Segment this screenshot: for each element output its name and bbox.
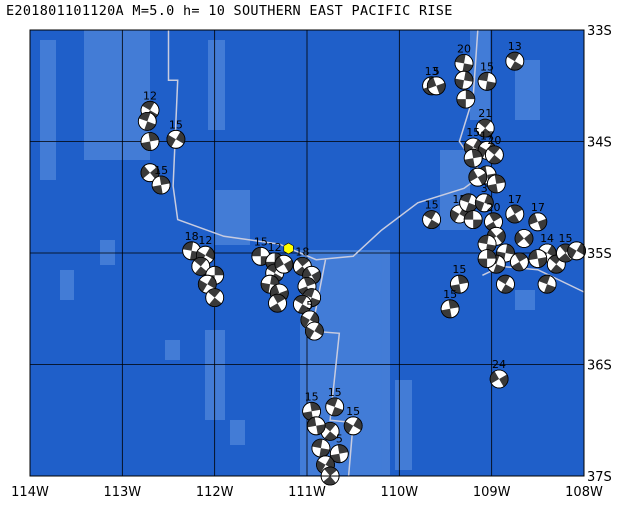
lat-tick-label: 37S xyxy=(587,470,612,485)
mechanism-label: 15 xyxy=(154,164,168,177)
focal-mechanism xyxy=(567,241,586,261)
lon-tick-label: 109W xyxy=(473,485,511,500)
focal-mechanism xyxy=(137,112,157,131)
focal-mechanism xyxy=(468,167,488,187)
focal-mechanism xyxy=(205,288,225,308)
focal-mechanism xyxy=(191,256,211,276)
mechanism-label: 12 xyxy=(268,241,282,254)
mechanism-label: 20 xyxy=(487,134,501,147)
mechanism-label: 12 xyxy=(198,234,212,247)
focal-mechanism xyxy=(304,321,324,341)
mechanism-label: 15 xyxy=(305,390,319,403)
mechanism-label: 5 xyxy=(433,65,440,78)
mechanism-label: 12 xyxy=(143,89,157,102)
focal-mechanism xyxy=(474,193,494,213)
mechanism-label: 18 xyxy=(295,245,309,258)
focal-mechanism xyxy=(505,51,525,71)
focal-mechanism xyxy=(251,246,271,266)
focal-mechanism xyxy=(484,212,503,232)
mechanism-label: 15 xyxy=(346,405,360,418)
mechanism-label: 15 xyxy=(559,232,573,245)
mechanism-label: 13 xyxy=(425,65,439,78)
focal-mechanism xyxy=(486,174,506,194)
epicenter-marker xyxy=(283,242,294,255)
mechanism-label: 15 xyxy=(466,126,480,139)
focal-mechanism xyxy=(510,252,529,272)
mechanism-label: 3 xyxy=(481,182,488,195)
map-frame xyxy=(29,29,585,477)
mechanism-label: 17 xyxy=(531,201,545,214)
tick-labels: 114W 113W 112W 111W 110W 109W 108W 33S 34S 35S 36S… xyxy=(11,24,612,500)
focal-mechanism xyxy=(320,421,340,441)
focal-mechanism xyxy=(274,254,294,274)
mechanism-label: 15 xyxy=(452,263,466,276)
focal-mechanism xyxy=(463,210,483,230)
focal-mechanism xyxy=(311,438,331,458)
focal-mechanism xyxy=(297,276,317,296)
lon-tick-label: 111W xyxy=(288,485,326,500)
focal-mechanism xyxy=(463,148,483,168)
mechanism-label: 20 xyxy=(487,201,501,214)
mechanism-label: 17 xyxy=(480,129,494,142)
focal-mechanism xyxy=(505,204,525,224)
mechanism-label: 17 xyxy=(508,193,522,206)
lon-tick-label: 110W xyxy=(380,485,418,500)
focal-mechanism xyxy=(292,294,312,314)
lat-tick-label: 34S xyxy=(587,136,612,151)
mechanism-label: 15 xyxy=(169,118,183,131)
focal-mechanism xyxy=(449,274,469,294)
focal-mechanism xyxy=(306,416,326,436)
lon-tick-label: 114W xyxy=(11,485,49,500)
focal-mechanism xyxy=(528,249,548,269)
focal-mechanism xyxy=(329,444,349,464)
mechanism-label: 15 xyxy=(425,199,439,212)
focal-mechanism xyxy=(484,145,504,165)
lon-tick-label: 113W xyxy=(103,485,141,500)
focal-mechanism xyxy=(140,132,160,151)
focal-mechanism xyxy=(456,89,476,109)
focal-mechanism xyxy=(426,76,446,96)
lat-tick-label: 35S xyxy=(587,247,612,262)
mechanism-label: 15 xyxy=(328,386,342,399)
mechanism-label: 5 xyxy=(306,299,313,312)
focal-mechanism xyxy=(477,249,497,269)
mechanism-label: 18 xyxy=(185,230,199,243)
lon-tick-label: 108W xyxy=(565,485,603,500)
event-marker-group xyxy=(283,242,294,255)
focal-mechanism xyxy=(477,71,497,91)
mechanism-label: 15 xyxy=(254,235,268,248)
mechanism-label: 21 xyxy=(478,107,492,120)
focal-mechanism xyxy=(302,265,322,285)
mechanism-label: 14 xyxy=(540,232,554,245)
focal-mechanism xyxy=(556,243,575,263)
mechanism-label: 5 xyxy=(336,433,343,446)
lat-tick-label: 33S xyxy=(587,24,612,39)
focal-mechanism xyxy=(537,274,557,294)
mechanism-label: 15 xyxy=(480,60,494,73)
focal-mechanism xyxy=(140,163,160,183)
focal-mechanism xyxy=(514,229,534,248)
focal-mechanism xyxy=(454,70,474,90)
focal-mechanism xyxy=(440,299,460,319)
focal-mechanism xyxy=(496,274,515,294)
lon-tick-label: 112W xyxy=(196,485,234,500)
focal-mechanism xyxy=(475,118,495,138)
focal-mechanism xyxy=(151,175,171,195)
lat-tick-label: 36S xyxy=(587,359,612,374)
map-title: E201801101120A M=5.0 h= 10 SOUTHERN EAST… xyxy=(6,3,453,19)
focal-mechanism xyxy=(268,293,287,313)
mechanism-label: 15 xyxy=(443,288,457,301)
focal-mechanism xyxy=(343,416,363,436)
focal-mechanism xyxy=(325,397,345,417)
focal-mechanism xyxy=(528,212,548,232)
focal-mechanism xyxy=(422,210,442,230)
focal-mechanism xyxy=(166,129,186,149)
mechanism-label: 20 xyxy=(457,42,471,55)
focal-mechanism xyxy=(489,369,509,389)
mechanism-label: 13 xyxy=(508,40,522,53)
mechanism-label: 24 xyxy=(492,358,506,371)
